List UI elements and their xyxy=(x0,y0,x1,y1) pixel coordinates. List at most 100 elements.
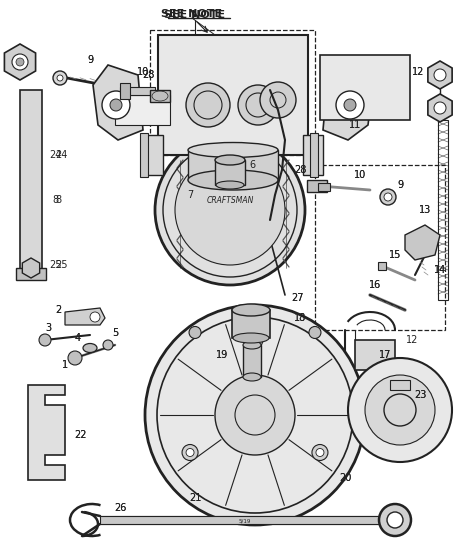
Circle shape xyxy=(434,102,446,114)
Circle shape xyxy=(380,189,396,205)
Ellipse shape xyxy=(243,341,261,349)
Text: SEE NOTE: SEE NOTE xyxy=(162,9,223,19)
Circle shape xyxy=(39,334,51,346)
Bar xyxy=(355,340,395,370)
Text: 10: 10 xyxy=(137,67,149,77)
Circle shape xyxy=(215,375,295,455)
Bar xyxy=(215,160,245,185)
Text: 20: 20 xyxy=(339,473,351,483)
Circle shape xyxy=(260,82,296,118)
Ellipse shape xyxy=(83,344,97,353)
Text: 17: 17 xyxy=(379,350,391,360)
Text: 19: 19 xyxy=(216,350,228,360)
Text: 22: 22 xyxy=(74,430,86,440)
Text: 27: 27 xyxy=(292,293,304,303)
Circle shape xyxy=(336,91,364,119)
Text: 14: 14 xyxy=(434,265,446,275)
Circle shape xyxy=(186,83,230,127)
Text: 2: 2 xyxy=(55,305,61,315)
Circle shape xyxy=(102,91,130,119)
Text: 15: 15 xyxy=(389,250,401,260)
Bar xyxy=(438,120,448,300)
Ellipse shape xyxy=(188,142,278,157)
Ellipse shape xyxy=(215,155,245,165)
Text: 9: 9 xyxy=(397,180,403,190)
Circle shape xyxy=(68,351,82,365)
Bar xyxy=(100,516,395,524)
Bar xyxy=(232,310,270,338)
Circle shape xyxy=(186,449,194,456)
Bar xyxy=(318,183,330,191)
Text: 4: 4 xyxy=(75,333,81,343)
Circle shape xyxy=(316,449,324,456)
Text: 8: 8 xyxy=(52,195,58,205)
Circle shape xyxy=(384,193,392,201)
Circle shape xyxy=(247,332,263,348)
Text: 28: 28 xyxy=(142,70,154,80)
Bar xyxy=(188,150,278,180)
Text: 23: 23 xyxy=(414,390,426,400)
Bar xyxy=(143,135,163,175)
Circle shape xyxy=(348,358,452,462)
Circle shape xyxy=(110,99,122,111)
Text: 7: 7 xyxy=(187,190,193,200)
Circle shape xyxy=(12,54,28,70)
Polygon shape xyxy=(65,308,105,325)
Bar xyxy=(16,268,46,280)
Text: 11: 11 xyxy=(349,120,361,130)
Text: 19: 19 xyxy=(216,350,228,360)
Bar xyxy=(315,165,445,330)
Circle shape xyxy=(57,75,63,81)
Polygon shape xyxy=(28,385,65,480)
Text: 12: 12 xyxy=(406,335,418,345)
Circle shape xyxy=(238,85,278,125)
Circle shape xyxy=(189,326,201,339)
Circle shape xyxy=(155,135,305,285)
Text: 3: 3 xyxy=(45,323,51,333)
Text: 3: 3 xyxy=(45,323,51,333)
Text: 1: 1 xyxy=(62,360,68,370)
Text: 16: 16 xyxy=(369,280,381,290)
Bar xyxy=(243,345,261,377)
Text: 22: 22 xyxy=(74,430,86,440)
Text: 8: 8 xyxy=(55,195,61,205)
Circle shape xyxy=(309,326,321,339)
Bar xyxy=(20,90,42,270)
Polygon shape xyxy=(323,65,373,140)
Text: 10: 10 xyxy=(354,170,366,180)
Text: 24: 24 xyxy=(49,150,61,160)
Text: 16: 16 xyxy=(369,280,381,290)
Polygon shape xyxy=(428,94,452,122)
Text: 28: 28 xyxy=(294,165,306,175)
Text: 25: 25 xyxy=(49,260,61,270)
Bar xyxy=(303,135,323,175)
Circle shape xyxy=(251,336,259,344)
Circle shape xyxy=(344,99,356,111)
Text: 24: 24 xyxy=(55,150,67,160)
Text: 23: 23 xyxy=(414,390,426,400)
Bar xyxy=(140,133,148,177)
Polygon shape xyxy=(405,225,440,260)
Text: 26: 26 xyxy=(114,503,126,513)
Text: 6: 6 xyxy=(249,160,255,170)
Text: 25: 25 xyxy=(55,260,67,270)
Text: 26: 26 xyxy=(114,503,126,513)
Ellipse shape xyxy=(188,170,278,190)
Circle shape xyxy=(434,69,446,81)
Text: 1: 1 xyxy=(62,360,68,370)
Text: 15: 15 xyxy=(389,250,401,260)
Text: 12: 12 xyxy=(412,67,424,77)
Bar xyxy=(150,90,170,102)
Polygon shape xyxy=(93,65,143,140)
Text: 5/19: 5/19 xyxy=(239,519,251,524)
Text: 13: 13 xyxy=(419,205,431,215)
Text: 9: 9 xyxy=(397,180,403,190)
Circle shape xyxy=(16,58,24,66)
Polygon shape xyxy=(428,61,452,89)
Bar xyxy=(115,95,170,125)
Bar xyxy=(120,83,130,99)
Text: 10: 10 xyxy=(137,67,149,77)
Circle shape xyxy=(103,340,113,350)
Circle shape xyxy=(53,71,67,85)
Text: 17: 17 xyxy=(379,350,391,360)
